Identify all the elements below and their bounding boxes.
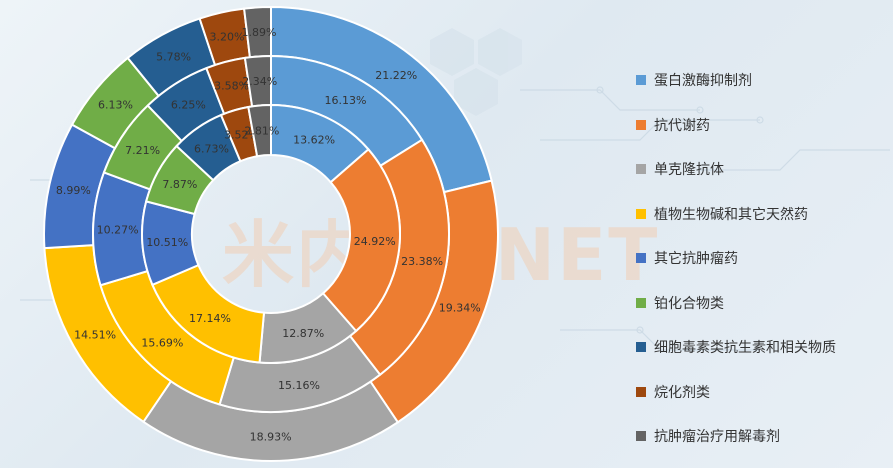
middle-ring-label-0: 16.13%	[325, 94, 367, 107]
middle-ring-label-8: 2.34%	[242, 75, 277, 88]
legend-swatch	[636, 386, 646, 397]
inner-ring-label-3: 17.14%	[189, 312, 231, 325]
legend-item: 抗肿瘤治疗用解毒剂	[636, 414, 892, 459]
middle-ring-label-4: 10.27%	[97, 223, 139, 236]
outer-ring-label-6: 5.78%	[156, 50, 191, 63]
legend-label: 抗肿瘤治疗用解毒剂	[654, 429, 780, 446]
legend-label: 单克隆抗体	[654, 162, 724, 179]
middle-ring-label-5: 7.21%	[125, 144, 160, 157]
inner-ring-label-7: 3.52%	[224, 128, 259, 141]
legend-swatch	[636, 164, 646, 175]
inner-ring-label-5: 7.87%	[162, 178, 197, 191]
outer-ring-label-1: 19.34%	[439, 301, 481, 314]
legend-label: 烷化剂类	[654, 384, 710, 401]
outer-ring-label-3: 14.51%	[74, 328, 116, 341]
middle-ring-label-2: 15.16%	[278, 379, 320, 392]
legend-swatch	[636, 342, 646, 353]
legend-label: 其它抗肿瘤药	[654, 251, 738, 268]
inner-ring-slice-8	[247, 103, 272, 158]
outer-ring-label-4: 8.99%	[56, 184, 91, 197]
legend-label: 细胞毒素类抗生素和相关物质	[654, 340, 836, 357]
inner-ring-label-4: 10.51%	[146, 236, 188, 249]
inner-ring-label-0: 13.62%	[293, 133, 335, 146]
legend-label: 植物生物碱和其它天然药	[654, 206, 808, 223]
chart-legend: 蛋白激酶抑制剂 抗代谢药单克隆抗体植物生物碱和其它天然药 其它抗肿瘤药 铂化合物类细胞…	[636, 58, 892, 459]
legend-swatch	[636, 75, 646, 86]
legend-swatch	[636, 208, 646, 219]
middle-ring-label-3: 15.69%	[141, 336, 183, 349]
outer-ring-label-5: 6.13%	[98, 98, 133, 111]
legend-swatch	[636, 297, 646, 308]
legend-item: 植物生物碱和其它天然药	[636, 192, 892, 237]
middle-ring-label-1: 23.38%	[401, 255, 443, 268]
legend-item: 细胞毒素类抗生素和相关物质	[636, 325, 892, 370]
inner-ring-label-2: 12.87%	[282, 327, 324, 340]
outer-ring-label-2: 18.93%	[250, 430, 292, 443]
inner-ring-label-8: 2.81%	[244, 124, 279, 137]
legend-item: 铂化合物类	[636, 281, 892, 326]
legend-item: 烷化剂类	[636, 370, 892, 415]
inner-ring-label-6: 6.73%	[194, 143, 229, 156]
legend-item: 抗代谢药	[636, 103, 892, 148]
middle-ring-label-7: 3.58%	[214, 80, 249, 93]
legend-label: 铂化合物类	[654, 295, 724, 312]
legend-item: 蛋白激酶抑制剂	[636, 58, 892, 103]
outer-ring-label-0: 21.22%	[375, 69, 417, 82]
outer-ring-label-8: 1.89%	[242, 26, 277, 39]
inner-ring-slice-1	[321, 148, 401, 333]
inner-ring-label-1: 24.92%	[354, 235, 396, 248]
legend-item: 单克隆抗体	[636, 147, 892, 192]
outer-ring-label-7: 3.20%	[209, 30, 244, 43]
legend-swatch	[636, 119, 646, 130]
legend-swatch	[636, 431, 646, 442]
legend-item: 其它抗肿瘤药	[636, 236, 892, 281]
legend-swatch	[636, 253, 646, 264]
legend-label: 抗代谢药	[654, 117, 710, 134]
legend-label: 蛋白激酶抑制剂	[654, 73, 752, 90]
middle-ring-label-6: 6.25%	[171, 99, 206, 112]
